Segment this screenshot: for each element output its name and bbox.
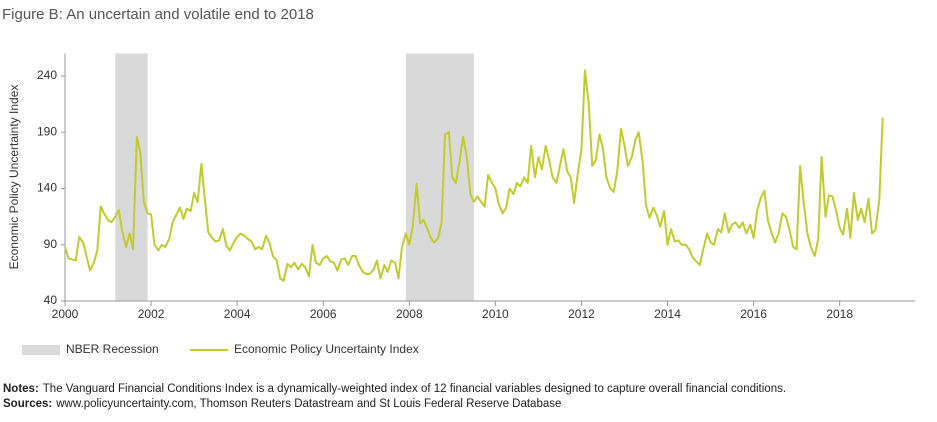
y-tick-label: 190 — [37, 124, 57, 138]
note: Notes: The Vanguard Financial Conditions … — [3, 383, 786, 395]
y-tick-label: 90 — [44, 237, 58, 251]
chart-title: Figure B: An uncertain and volatile end … — [2, 6, 314, 23]
x-tick-label: 2018 — [826, 307, 853, 321]
x-tick-label: 2002 — [138, 307, 165, 321]
x-tick-label: 2008 — [396, 307, 423, 321]
x-tick-label: 2016 — [740, 307, 767, 321]
recession-band — [405, 53, 474, 301]
x-tick-label: 2000 — [52, 307, 79, 321]
x-tick-label: 2010 — [482, 307, 509, 321]
x-tick-label: 2014 — [654, 307, 681, 321]
x-tick-label: 2004 — [224, 307, 251, 321]
note-label: Notes: — [3, 383, 39, 395]
note-label: Sources: — [3, 398, 52, 410]
series-line — [64, 69, 884, 282]
x-tick-label: 2006 — [310, 307, 337, 321]
y-axis-label: Economic Policy Uncertainty Index — [7, 85, 21, 270]
legend-swatch — [22, 345, 60, 355]
note: Sources: www.policyuncertainty.com, Thoms… — [3, 398, 561, 410]
legend-label: NBER Recession — [66, 342, 159, 356]
y-tick-label: 140 — [37, 181, 57, 195]
note-text: The Vanguard Financial Conditions Index … — [43, 383, 786, 395]
x-tick-label: 2012 — [568, 307, 595, 321]
y-tick-label: 240 — [37, 68, 57, 82]
y-tick-label: 40 — [44, 293, 58, 307]
legend-label: Economic Policy Uncertainty Index — [234, 342, 419, 356]
note-text: www.policyuncertainty.com, Thomson Reute… — [55, 398, 561, 410]
